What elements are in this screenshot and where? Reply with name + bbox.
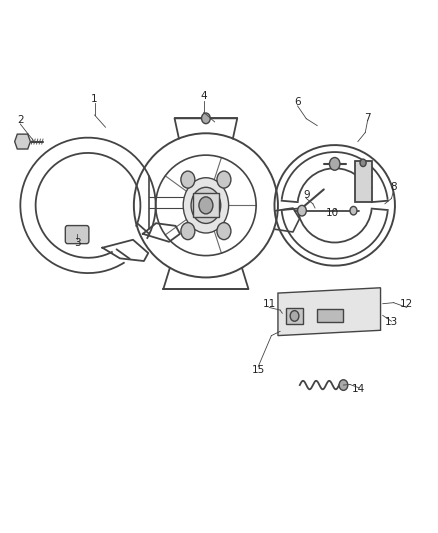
Bar xyxy=(286,308,303,324)
Text: 3: 3 xyxy=(74,238,81,247)
Text: 11: 11 xyxy=(263,298,276,309)
Text: 10: 10 xyxy=(326,208,339,219)
Circle shape xyxy=(199,197,213,214)
Text: 2: 2 xyxy=(17,115,24,125)
Circle shape xyxy=(191,187,221,223)
Polygon shape xyxy=(278,288,381,336)
Circle shape xyxy=(360,159,366,166)
Circle shape xyxy=(217,171,231,188)
Circle shape xyxy=(181,171,195,188)
Text: 14: 14 xyxy=(352,384,365,394)
Text: 8: 8 xyxy=(390,182,397,192)
Text: 7: 7 xyxy=(364,112,371,123)
Bar xyxy=(355,161,372,201)
Text: 6: 6 xyxy=(294,96,301,107)
Text: 9: 9 xyxy=(303,190,310,200)
Text: 13: 13 xyxy=(385,317,398,327)
Circle shape xyxy=(217,223,231,240)
Text: 1: 1 xyxy=(91,94,98,104)
Circle shape xyxy=(201,113,210,124)
FancyBboxPatch shape xyxy=(65,225,89,244)
Circle shape xyxy=(181,223,195,240)
Circle shape xyxy=(297,205,306,216)
Polygon shape xyxy=(14,134,30,149)
Circle shape xyxy=(329,158,340,170)
Circle shape xyxy=(350,206,357,215)
Text: 4: 4 xyxy=(201,91,207,101)
Bar xyxy=(317,309,343,322)
Circle shape xyxy=(183,177,229,233)
Text: 15: 15 xyxy=(252,365,265,375)
Circle shape xyxy=(290,311,299,321)
Bar xyxy=(193,193,219,217)
Circle shape xyxy=(339,379,348,390)
Text: 12: 12 xyxy=(400,298,413,309)
